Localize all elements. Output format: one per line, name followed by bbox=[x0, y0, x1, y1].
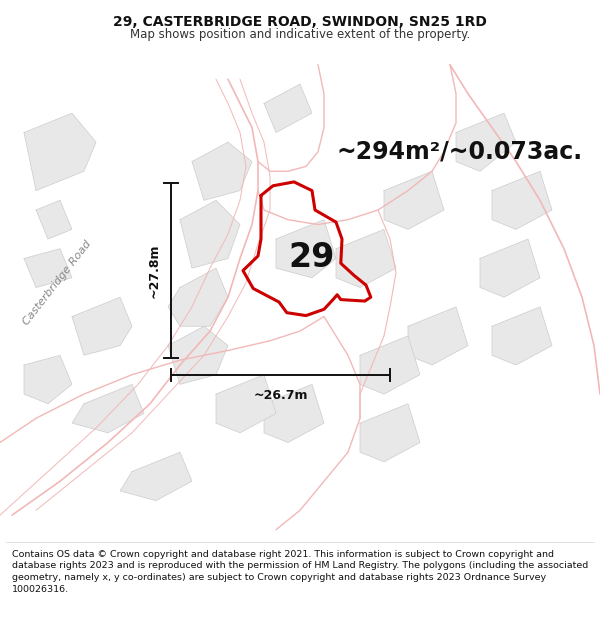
Polygon shape bbox=[408, 307, 468, 365]
Polygon shape bbox=[120, 452, 192, 501]
Polygon shape bbox=[168, 268, 228, 326]
Polygon shape bbox=[336, 229, 396, 288]
Polygon shape bbox=[384, 171, 444, 229]
Polygon shape bbox=[24, 249, 72, 288]
Polygon shape bbox=[72, 297, 132, 355]
Polygon shape bbox=[492, 171, 552, 229]
Polygon shape bbox=[72, 384, 144, 432]
Text: ~294m²/~0.073ac.: ~294m²/~0.073ac. bbox=[336, 140, 582, 164]
Polygon shape bbox=[456, 113, 516, 171]
Text: ~27.8m: ~27.8m bbox=[147, 243, 160, 298]
Polygon shape bbox=[180, 200, 240, 268]
Polygon shape bbox=[360, 336, 420, 394]
Text: Map shows position and indicative extent of the property.: Map shows position and indicative extent… bbox=[130, 28, 470, 41]
Polygon shape bbox=[360, 404, 420, 462]
Text: ~26.7m: ~26.7m bbox=[253, 389, 308, 402]
Polygon shape bbox=[264, 84, 312, 132]
Polygon shape bbox=[24, 355, 72, 404]
Polygon shape bbox=[192, 142, 252, 200]
Text: Contains OS data © Crown copyright and database right 2021. This information is : Contains OS data © Crown copyright and d… bbox=[12, 549, 588, 594]
Polygon shape bbox=[264, 384, 324, 442]
Polygon shape bbox=[480, 239, 540, 297]
Text: 29, CASTERBRIDGE ROAD, SWINDON, SN25 1RD: 29, CASTERBRIDGE ROAD, SWINDON, SN25 1RD bbox=[113, 16, 487, 29]
Polygon shape bbox=[276, 219, 336, 278]
Polygon shape bbox=[24, 113, 96, 191]
Text: Casterbridge Road: Casterbridge Road bbox=[21, 239, 93, 327]
Polygon shape bbox=[36, 200, 72, 239]
Text: 29: 29 bbox=[289, 241, 335, 274]
Polygon shape bbox=[216, 374, 276, 432]
Polygon shape bbox=[168, 326, 228, 384]
Polygon shape bbox=[492, 307, 552, 365]
